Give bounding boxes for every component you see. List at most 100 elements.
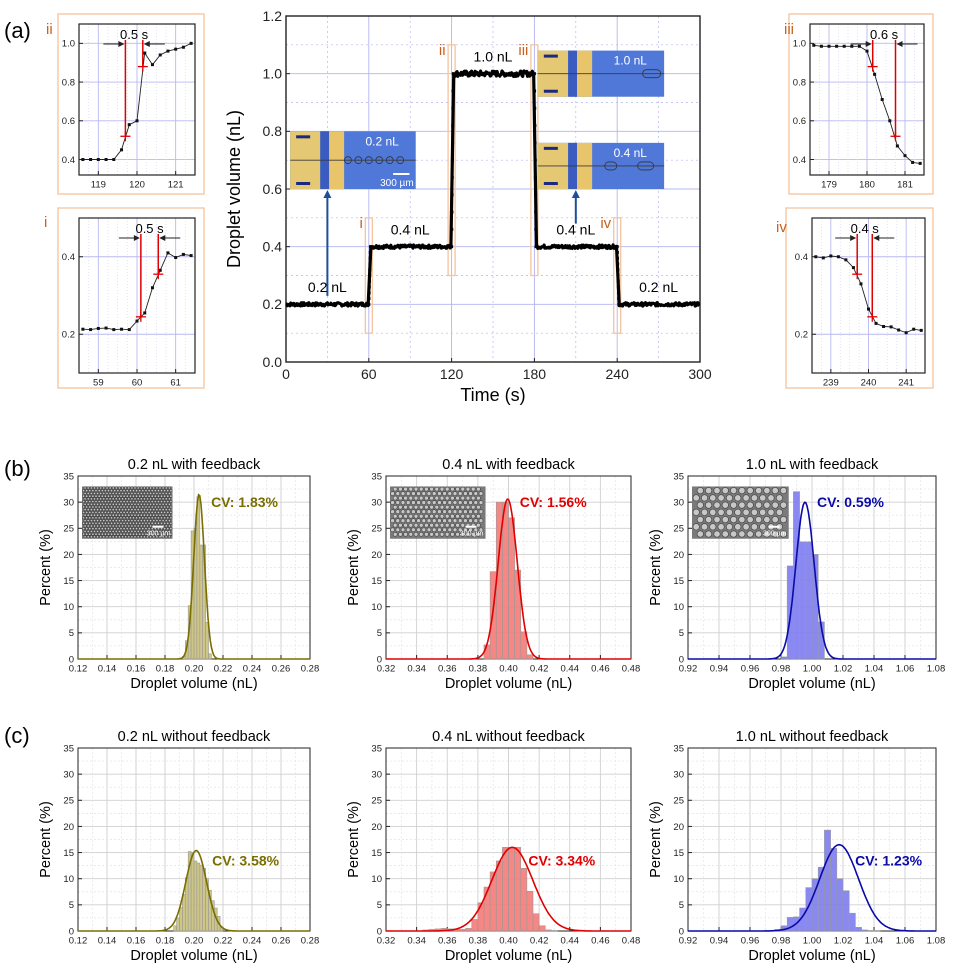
droplet (755, 487, 763, 495)
droplet (142, 486, 146, 490)
x-tick-label: 0.24 (243, 936, 262, 947)
droplet (169, 494, 173, 498)
droplet (128, 527, 132, 531)
zoom-data-point (889, 325, 893, 329)
droplet (169, 532, 173, 536)
droplet (83, 524, 87, 528)
zoom-chart-iv: iv 239 240 241 0.2 0.4 0.4 s (776, 207, 934, 389)
droplet (125, 516, 129, 520)
transition-point (616, 256, 620, 260)
droplet (476, 504, 481, 510)
micrograph-inset: 1.0 nL (537, 50, 665, 97)
x-tick-label: 241 (898, 378, 914, 389)
droplet (421, 500, 427, 505)
droplet (85, 532, 89, 536)
droplet (473, 509, 479, 515)
droplet (411, 491, 416, 496)
droplet (460, 513, 466, 519)
transition-label: iv (600, 215, 611, 232)
droplet (96, 491, 100, 495)
zoom-data-point (127, 123, 131, 127)
droplet (85, 516, 89, 520)
droplet (771, 530, 779, 538)
y-tick-label: 20 (673, 822, 684, 833)
droplet (97, 510, 101, 514)
y-tick-label: 0.8 (263, 123, 283, 139)
droplet (124, 491, 128, 495)
droplet (124, 535, 128, 539)
droplet (146, 497, 150, 501)
dimension-arrowhead (133, 235, 140, 241)
x-tick-label: 0.16 (127, 664, 146, 675)
x-axis-label: Droplet volume (nL) (748, 948, 875, 964)
y-tick-label: 10 (371, 874, 382, 885)
droplet (136, 519, 140, 523)
zoom-data-point (104, 158, 108, 162)
droplet (125, 532, 129, 536)
droplet (116, 500, 120, 504)
droplet (153, 489, 157, 493)
x-tick-label: 0.20 (185, 664, 204, 675)
droplet (779, 487, 787, 495)
droplet (700, 494, 708, 502)
y-axis-label: Percent (%) (346, 801, 362, 878)
x-tick-label: 0.44 (561, 936, 580, 947)
transition-point (450, 193, 454, 197)
zoom-data-point (189, 254, 193, 258)
droplet (155, 486, 159, 490)
x-tick-label: 0.38 (469, 664, 488, 675)
zoom-data-point (859, 282, 863, 286)
droplet (759, 508, 767, 516)
droplet (429, 504, 434, 510)
droplet (127, 508, 131, 512)
droplet (113, 494, 117, 498)
histogram-bar (824, 829, 831, 932)
droplet (390, 518, 395, 524)
droplet (102, 491, 106, 495)
droplet (153, 494, 157, 498)
zoom-label: i (44, 214, 47, 231)
droplet (403, 513, 408, 519)
droplet (89, 497, 93, 501)
histogram-bar (190, 852, 195, 932)
droplet (147, 500, 151, 504)
droplet (473, 527, 479, 533)
y-tick-label: 10 (63, 602, 74, 613)
droplet (158, 497, 162, 501)
x-axis-label: Time (s) (460, 385, 525, 405)
droplet (105, 502, 109, 506)
droplet (444, 504, 450, 510)
droplet (167, 497, 171, 501)
histogram-bar (205, 622, 209, 660)
x-tick-label: 0.20 (185, 936, 204, 947)
droplet (119, 532, 123, 536)
droplet (144, 505, 148, 509)
droplet (113, 521, 117, 525)
histogram-bar (836, 878, 844, 932)
histogram-bar (861, 929, 869, 932)
droplet (139, 508, 143, 512)
y-tick-label: 20 (673, 550, 684, 561)
x-axis-label: Droplet volume (nL) (445, 948, 572, 964)
droplet (121, 524, 125, 528)
droplet (398, 522, 403, 528)
droplet (146, 513, 150, 517)
x-axis-label: Droplet volume (nL) (130, 676, 257, 692)
droplet (478, 518, 484, 524)
histogram-bar (199, 864, 204, 932)
droplet (750, 508, 758, 516)
cv-label: CV: 1.23% (855, 853, 922, 869)
droplet (124, 486, 128, 490)
zoom-frame (57, 207, 205, 389)
droplet (416, 491, 421, 496)
droplet (110, 516, 114, 520)
droplet (85, 527, 89, 531)
droplet (147, 532, 151, 536)
y-tick-label: 15 (63, 576, 74, 587)
droplet (82, 527, 86, 531)
droplet (99, 513, 103, 517)
droplet (163, 505, 167, 509)
droplet (149, 502, 153, 506)
droplet (100, 532, 104, 536)
droplet (713, 516, 721, 524)
